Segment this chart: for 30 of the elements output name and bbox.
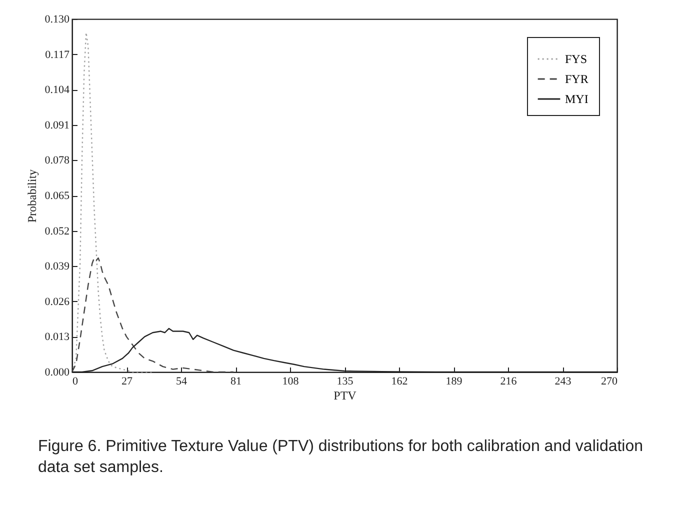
x-tick-label: 27	[122, 376, 133, 388]
x-tick-label: 0	[72, 376, 78, 388]
x-tick-label: 243	[554, 376, 572, 388]
x-tick-label: 81	[230, 376, 242, 388]
y-tick-label: 0.091	[44, 119, 70, 132]
legend-label: FYR	[565, 72, 588, 86]
x-axis-title: PTV	[334, 388, 357, 402]
line-series	[71, 257, 234, 373]
y-axis-title: Probability	[24, 169, 39, 223]
x-tick-label: 189	[446, 376, 463, 388]
y-tick-label: 0.026	[44, 296, 70, 308]
y-tick-label: 0.117	[45, 48, 70, 61]
y-tick-label: 0.078	[44, 154, 70, 167]
y-tick-label: 0.065	[44, 190, 70, 202]
y-tick-label: 0.000	[44, 366, 70, 378]
caption: Figure 6. Primitive Texture Value (PTV) distributions for both calibration and validation data set samples.	[38, 437, 644, 478]
x-tick-label: 135	[336, 376, 354, 388]
y-tick-label: 0.104	[44, 84, 70, 96]
legend-label: MYI	[565, 92, 588, 106]
x-tick-label: 108	[282, 376, 300, 388]
y-tick-label: 0.130	[44, 14, 70, 26]
x-tick-label: 216	[500, 376, 518, 388]
x-tick-label: 54	[176, 376, 188, 388]
line-series	[71, 32, 154, 373]
y-tick-label: 0.052	[44, 225, 70, 238]
x-tick-label: 270	[601, 376, 618, 388]
y-tick-label: 0.013	[44, 331, 70, 344]
x-tick-label: 162	[391, 376, 408, 388]
legend-label: FYS	[565, 52, 588, 66]
y-tick-label: 0.039	[44, 260, 70, 273]
